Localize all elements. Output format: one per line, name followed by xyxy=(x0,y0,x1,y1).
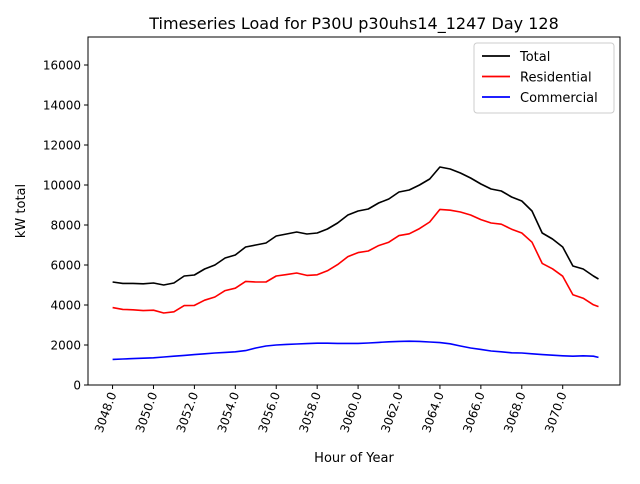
y-tick-label: 16000 xyxy=(43,59,81,73)
x-tick-label: 3068.0 xyxy=(501,390,529,434)
legend: Total Residential Commercial xyxy=(473,42,615,114)
series-line-residential xyxy=(112,208,599,314)
y-tick-label: 12000 xyxy=(43,139,81,153)
y-tick-label: 0 xyxy=(73,379,81,393)
chart-title: Timeseries Load for P30U p30uhs14_1247 D… xyxy=(148,14,559,34)
x-tick-label: 3054.0 xyxy=(215,390,243,434)
series-line-total xyxy=(112,166,599,286)
legend-box xyxy=(473,42,615,114)
plot-frame xyxy=(87,36,621,386)
x-tick-label: 3060.0 xyxy=(337,390,365,434)
legend-label: Commercial xyxy=(520,91,598,106)
x-tick-label: 3050.0 xyxy=(133,390,161,434)
y-tick-label: 14000 xyxy=(43,99,81,113)
x-tick-label: 3062.0 xyxy=(378,390,406,434)
x-axis: 3048.0 3050.0 3052.0 3054.0 3056.0 3058.0 3060… xyxy=(92,385,570,434)
y-axis: 0 2000 4000 6000 8000 10000 12000 14000 16000 xyxy=(43,59,88,393)
x-axis-label: Hour of Year xyxy=(314,451,394,466)
x-tick-label: 3056.0 xyxy=(256,390,284,434)
y-axis-label: kW total xyxy=(14,184,29,238)
y-tick-label: 8000 xyxy=(50,219,81,233)
x-tick-label: 3066.0 xyxy=(460,390,488,434)
x-tick-label: 3064.0 xyxy=(419,390,447,434)
x-tick-label: 3070.0 xyxy=(542,390,570,434)
series-layer xyxy=(112,166,599,361)
series-line-commercial xyxy=(112,340,599,361)
x-tick-label: 3052.0 xyxy=(174,390,202,434)
x-tick-label: 3048.0 xyxy=(92,390,120,434)
y-tick-label: 10000 xyxy=(43,179,81,193)
legend-label: Total xyxy=(519,50,550,65)
x-tick-label: 3058.0 xyxy=(296,390,324,434)
legend-label: Residential xyxy=(520,71,592,86)
y-tick-label: 6000 xyxy=(50,259,81,273)
y-tick-label: 4000 xyxy=(50,299,81,313)
y-tick-label: 2000 xyxy=(50,339,81,353)
